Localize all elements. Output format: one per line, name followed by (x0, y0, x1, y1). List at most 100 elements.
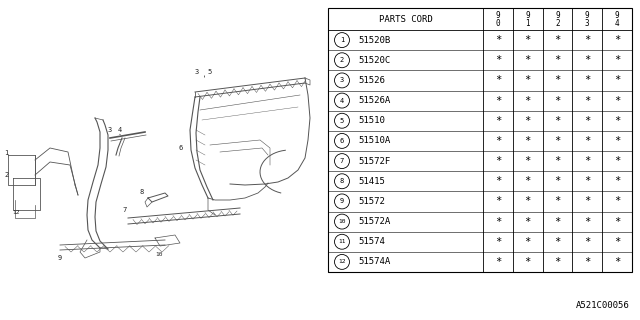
Text: 1: 1 (4, 150, 8, 156)
Text: 2: 2 (555, 19, 560, 28)
Text: *: * (614, 116, 620, 126)
Text: 8: 8 (340, 178, 344, 184)
Text: 6: 6 (179, 145, 183, 151)
Text: PARTS CORD: PARTS CORD (379, 14, 433, 23)
Text: 51526A: 51526A (358, 96, 390, 105)
Text: *: * (554, 76, 561, 85)
Text: 4: 4 (340, 98, 344, 104)
Text: *: * (584, 257, 591, 267)
Text: *: * (614, 217, 620, 227)
Text: *: * (554, 35, 561, 45)
Text: *: * (495, 156, 501, 166)
Text: *: * (525, 176, 531, 186)
Text: 51510: 51510 (358, 116, 385, 125)
Text: 1: 1 (525, 19, 530, 28)
Text: *: * (584, 76, 591, 85)
Text: 9: 9 (495, 11, 500, 20)
Text: 51520C: 51520C (358, 56, 390, 65)
Text: *: * (584, 116, 591, 126)
Text: 3: 3 (108, 127, 112, 133)
Text: 10: 10 (155, 252, 163, 258)
Text: *: * (554, 156, 561, 166)
Text: *: * (614, 136, 620, 146)
Text: 9: 9 (525, 11, 530, 20)
Text: 51572F: 51572F (358, 156, 390, 165)
Text: *: * (614, 76, 620, 85)
Text: 2: 2 (340, 57, 344, 63)
Text: *: * (584, 217, 591, 227)
Text: 7: 7 (122, 207, 126, 213)
Text: *: * (495, 76, 501, 85)
Text: *: * (614, 156, 620, 166)
Text: *: * (584, 35, 591, 45)
Text: 5: 5 (340, 118, 344, 124)
Text: 5: 5 (207, 69, 211, 75)
Text: 51415: 51415 (358, 177, 385, 186)
Text: *: * (525, 35, 531, 45)
Text: *: * (525, 196, 531, 206)
Text: 11: 11 (339, 239, 346, 244)
Text: *: * (614, 55, 620, 65)
Text: 9: 9 (340, 198, 344, 204)
Text: 0: 0 (495, 19, 500, 28)
Text: *: * (584, 176, 591, 186)
Text: *: * (495, 217, 501, 227)
Text: 12: 12 (339, 260, 346, 264)
Text: *: * (525, 76, 531, 85)
Text: *: * (554, 116, 561, 126)
Text: 4: 4 (118, 127, 122, 133)
Text: *: * (495, 257, 501, 267)
Text: *: * (525, 116, 531, 126)
Text: 10: 10 (339, 219, 346, 224)
Text: *: * (554, 176, 561, 186)
Text: 51572A: 51572A (358, 217, 390, 226)
Bar (328, 8, 632, 272)
Text: 9: 9 (615, 11, 620, 20)
Text: 51510A: 51510A (358, 136, 390, 145)
Text: 4: 4 (615, 19, 620, 28)
Text: 3: 3 (340, 77, 344, 84)
Text: *: * (614, 196, 620, 206)
Text: *: * (584, 156, 591, 166)
Text: 51520B: 51520B (358, 36, 390, 44)
Text: 51526: 51526 (358, 76, 385, 85)
Text: *: * (614, 257, 620, 267)
Text: *: * (614, 35, 620, 45)
Text: *: * (525, 96, 531, 106)
Text: 6: 6 (340, 138, 344, 144)
Text: *: * (554, 257, 561, 267)
Text: 9: 9 (585, 11, 589, 20)
Text: *: * (525, 136, 531, 146)
Text: *: * (495, 196, 501, 206)
Text: 9: 9 (58, 255, 62, 261)
Text: *: * (554, 96, 561, 106)
Text: 51574A: 51574A (358, 257, 390, 267)
Text: *: * (554, 55, 561, 65)
Text: *: * (495, 176, 501, 186)
Text: *: * (525, 217, 531, 227)
Text: 51574: 51574 (358, 237, 385, 246)
Text: *: * (584, 237, 591, 247)
Text: *: * (525, 237, 531, 247)
Text: *: * (554, 196, 561, 206)
Text: *: * (525, 257, 531, 267)
Text: *: * (584, 55, 591, 65)
Text: *: * (495, 55, 501, 65)
Text: *: * (554, 136, 561, 146)
Text: 1: 1 (340, 37, 344, 43)
Text: *: * (614, 237, 620, 247)
Text: *: * (584, 136, 591, 146)
Text: 3: 3 (585, 19, 589, 28)
Text: *: * (495, 116, 501, 126)
Text: *: * (525, 156, 531, 166)
Text: 2: 2 (4, 172, 8, 178)
Text: 3: 3 (195, 69, 199, 75)
Text: *: * (495, 136, 501, 146)
Text: *: * (495, 237, 501, 247)
Text: *: * (525, 55, 531, 65)
Text: 7: 7 (340, 158, 344, 164)
Text: *: * (495, 96, 501, 106)
Text: 8: 8 (140, 189, 144, 195)
Text: 51572: 51572 (358, 197, 385, 206)
Text: *: * (584, 196, 591, 206)
